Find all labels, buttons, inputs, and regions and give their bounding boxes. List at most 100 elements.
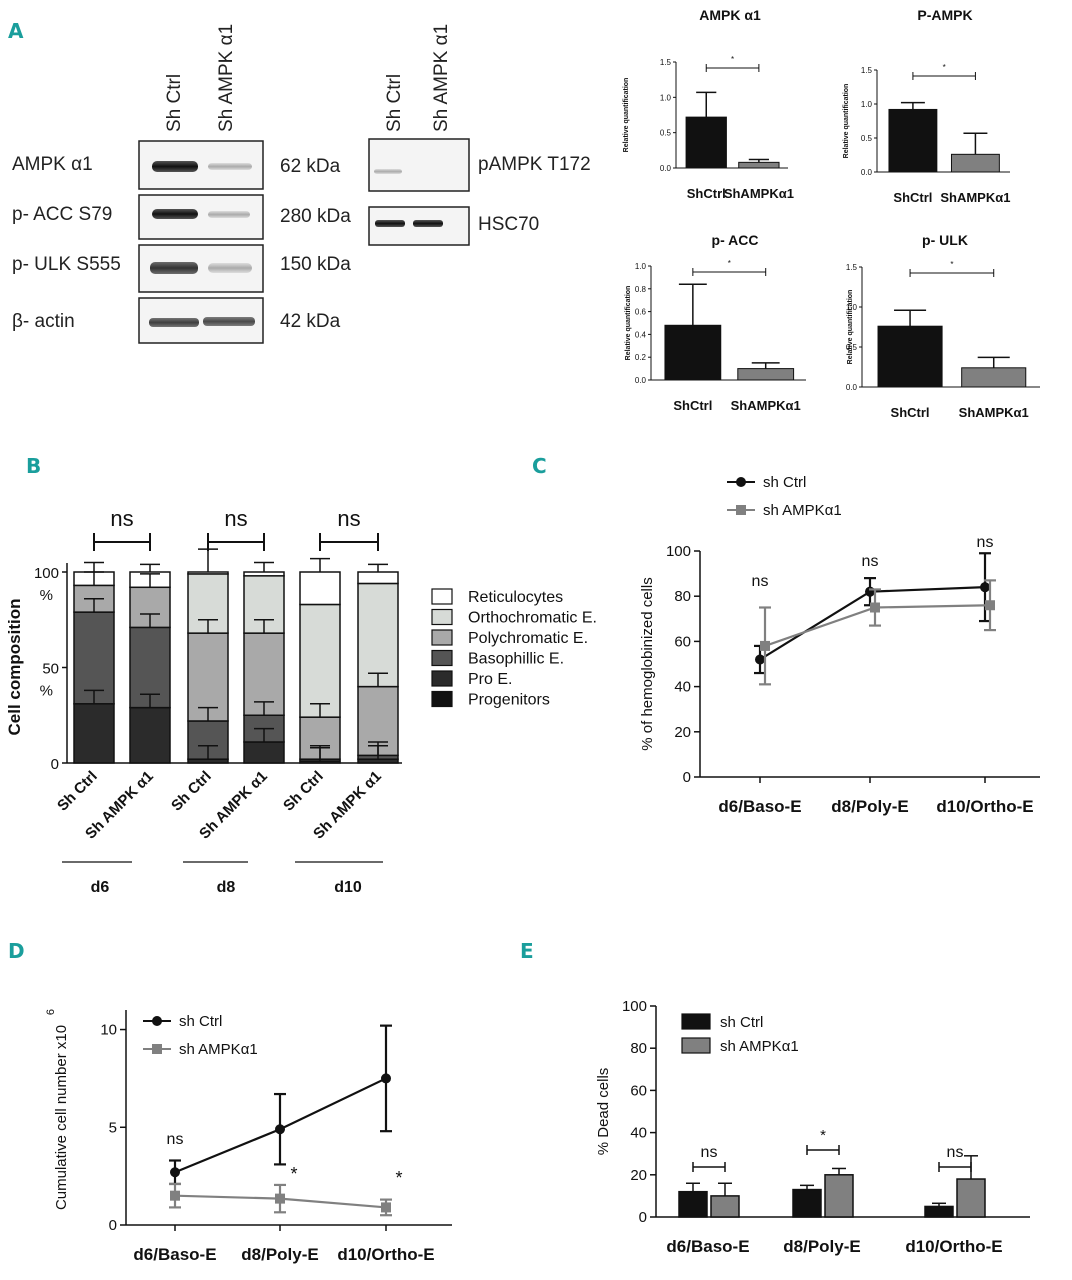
category-label: ShAMPKα1 (959, 405, 1029, 420)
legend-swatch (681, 1013, 711, 1030)
y-tick-label: 100 (666, 543, 691, 560)
group-label: d6 (91, 879, 110, 896)
category-label: ShAMPKα1 (731, 398, 801, 413)
legend-label: Reticulocytes (468, 589, 563, 606)
blot-row-label-pulk: p- ULK S555 (12, 254, 121, 275)
category-label: ShCtrl (673, 398, 712, 413)
legend-label: sh Ctrl (763, 474, 806, 491)
y-tick-label: 0.4 (635, 330, 647, 339)
significance-star: * (731, 55, 734, 64)
western-blot-right: Sh Ctrl Sh AMPK α1 pAMPK T172 HSC70 (368, 24, 591, 246)
category-label: d8/Poly-E (783, 1237, 860, 1256)
y-tick-label: 1.0 (635, 262, 647, 271)
chart-cumulative-cells: 0 5 10 Cumulative cell number x10 6 d6/Baso-E… (45, 1009, 452, 1264)
chart-title: AMPK α1 (699, 7, 761, 23)
y-axis-title: Relative quantification (623, 78, 630, 153)
category-label: ShCtrl (687, 186, 726, 201)
blot-band (208, 163, 252, 170)
blot-row-label-pampk: pAMPK T172 (478, 154, 591, 175)
data-point (275, 1193, 285, 1204)
blot-band (152, 161, 198, 172)
category-label: d10/Ortho-E (337, 1245, 434, 1264)
y-tick-label: 1.0 (846, 303, 858, 312)
y-tick-label: % (40, 587, 53, 604)
blot-kda-ampk: 62 kDa (280, 156, 341, 177)
legend-label: Polychromatic E. (468, 630, 588, 647)
significance-star: * (950, 260, 953, 269)
blot-band (150, 262, 198, 274)
y-tick-label: 0.0 (660, 164, 672, 173)
legend-label: sh AMPKα1 (763, 502, 842, 519)
stacked-segment (129, 706, 171, 764)
series-line (759, 586, 986, 661)
y-tick-label: 0 (51, 756, 59, 773)
y-tick-label: 0.0 (861, 168, 873, 177)
stacked-segment (357, 571, 399, 585)
y-tick-label: 20 (674, 724, 691, 741)
data-point (755, 654, 765, 665)
blot-band (203, 317, 255, 326)
y-tick-label: 5 (109, 1119, 117, 1136)
blot-band (152, 209, 198, 219)
category-label: d10/Ortho-E (936, 797, 1033, 816)
blot-kda-pulk: 150 kDa (280, 254, 351, 275)
y-tick-label: 40 (674, 679, 691, 696)
y-tick-label: 1.5 (861, 66, 873, 75)
panel-label-e: E (520, 939, 534, 963)
y-axis-title: Relative quantification (843, 84, 850, 159)
y-tick-label: 1.5 (846, 263, 858, 272)
y-axis-title: Relative quantification (625, 286, 632, 361)
y-tick-label: 20 (630, 1167, 647, 1184)
panel-label-c: C (532, 454, 547, 478)
significance-label: ns (752, 573, 769, 590)
legend-swatch (431, 608, 453, 626)
y-axis-title: Cumulative cell number x10 (53, 1025, 70, 1210)
y-axis-title: % Dead cells (595, 1068, 612, 1156)
data-point (170, 1190, 180, 1201)
blot-row-label-actin: β- actin (12, 311, 75, 332)
legend-swatch (431, 588, 453, 605)
stacked-segment (73, 703, 115, 764)
chart-p-ulk: p- ULK 0.0 0.5 1.0 1.5 Relative quantificatio… (846, 232, 1040, 420)
blot-band (149, 318, 199, 327)
legend-marker (152, 1044, 162, 1054)
y-axis-title: % of hemoglobinized cells (639, 577, 656, 750)
y-tick-label: 0.5 (861, 134, 873, 143)
significance-label: * (290, 1164, 297, 1184)
legend-label: sh Ctrl (720, 1014, 763, 1031)
chart-hemoglobinized: 0 20 40 60 80 100 % of hemoglobinized cells d6/… (639, 474, 1040, 816)
y-tick-label: 60 (630, 1082, 647, 1099)
bar (664, 324, 722, 381)
stacked-segment (243, 741, 285, 764)
legend-swatch (431, 649, 453, 667)
group-label: d8 (217, 879, 236, 896)
chart-title: p- ULK (922, 232, 968, 248)
blot-band (208, 211, 250, 218)
blot-band (208, 263, 252, 273)
legend-label: sh Ctrl (179, 1013, 222, 1030)
y-tick-label: % (40, 683, 53, 700)
stacked-segment (357, 582, 399, 688)
significance-label: ns (337, 506, 360, 531)
data-point (170, 1167, 180, 1178)
category-label: ShCtrl (893, 190, 932, 205)
data-point (275, 1124, 285, 1135)
blot-row-label-hsc70: HSC70 (478, 214, 539, 235)
legend-label: Pro E. (468, 671, 512, 688)
category-label: d8/Poly-E (241, 1245, 318, 1264)
data-point (870, 602, 880, 613)
y-tick-label: 100 (622, 998, 647, 1015)
stacked-segment (73, 611, 115, 705)
legend-swatch (431, 629, 453, 646)
y-tick-label: 80 (674, 588, 691, 605)
category-label: d6/Baso-E (133, 1245, 216, 1264)
chart-p-ampk: P-AMPK 0.0 0.5 1.0 1.5 Relative quantificatio… (843, 7, 1010, 205)
significance-label: ns (167, 1131, 184, 1148)
category-label: Sh Ctrl (280, 768, 327, 815)
bar (956, 1178, 986, 1218)
data-point (985, 600, 995, 611)
legend-marker (736, 477, 746, 487)
significance-label: * (395, 1168, 402, 1188)
y-tick-label: 0.5 (846, 343, 858, 352)
